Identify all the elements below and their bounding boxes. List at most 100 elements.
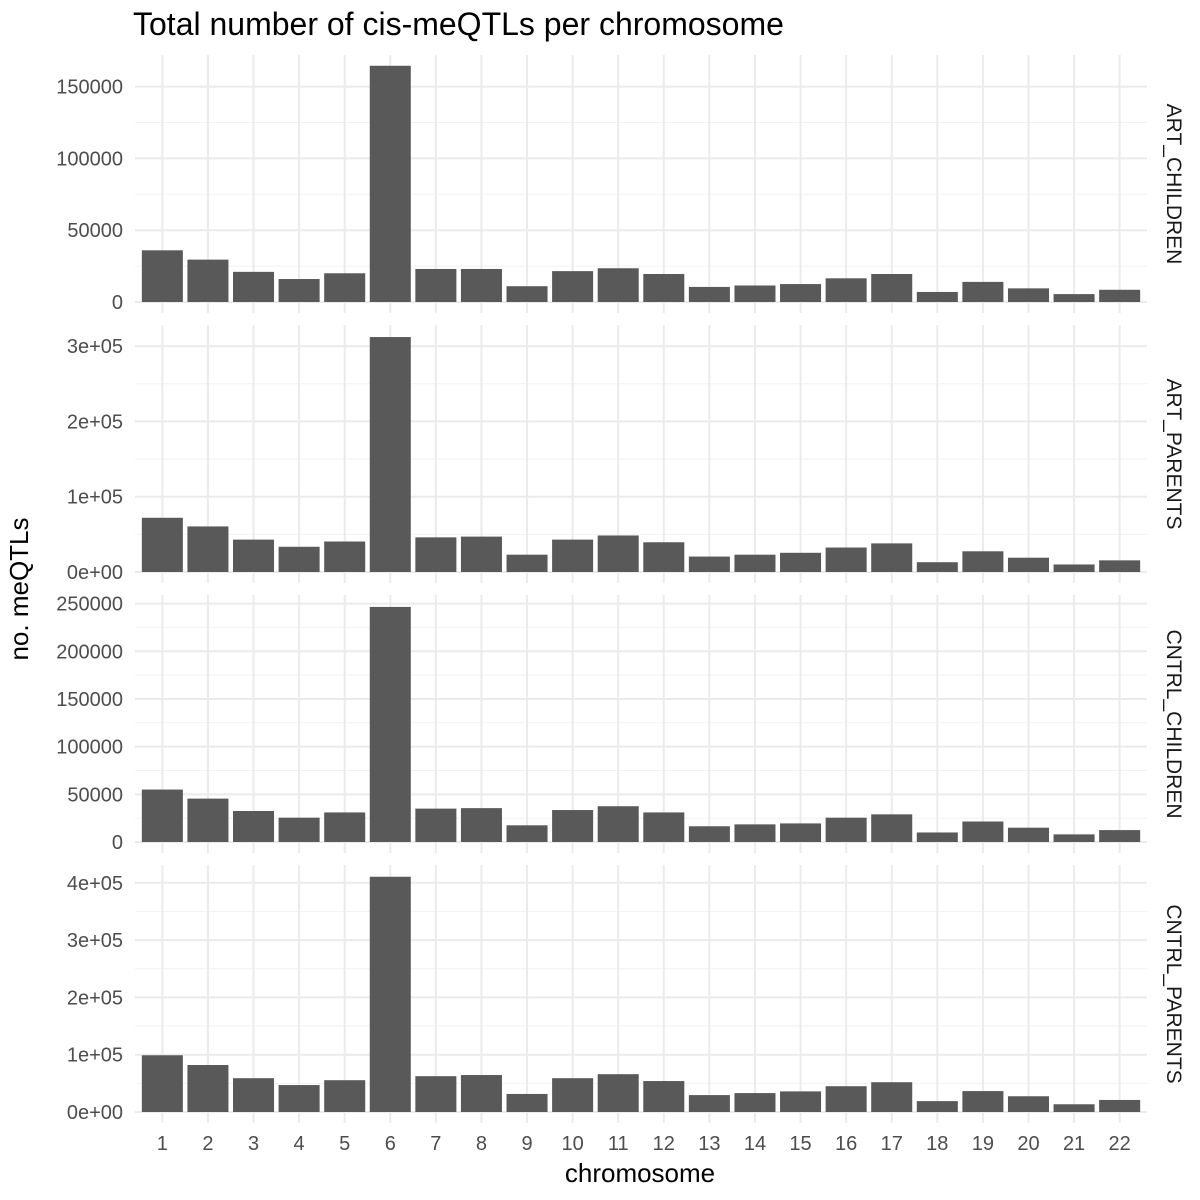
x-tick-label: 1 [157,1133,168,1155]
bar-chr-4 [278,546,320,572]
bar-chr-13 [688,826,730,842]
x-tick-label: 14 [744,1133,766,1155]
bar-chr-16 [825,278,867,302]
bar-chr-14 [734,1093,776,1112]
bar-chr-7 [415,537,457,572]
bar-chr-19 [962,1091,1004,1112]
bar-chr-15 [780,552,822,572]
bar-chr-15 [780,284,822,302]
x-tick-label: 2 [202,1133,213,1155]
bar-chr-5 [324,541,366,572]
bar-chr-20 [1007,288,1049,302]
x-tick-label: 16 [835,1133,857,1155]
bar-chr-7 [415,1076,457,1112]
y-tick-label: 150000 [56,689,123,711]
x-tick-label: 15 [789,1133,811,1155]
bar-chr-3 [233,271,275,302]
y-axis-title: no. meQTLs [4,517,34,660]
bar-chr-16 [825,1086,867,1112]
bar-chr-14 [734,285,776,302]
bar-chr-16 [825,817,867,842]
bar-chr-13 [688,556,730,572]
y-tick-label: 100000 [56,737,123,759]
bar-chr-21 [1053,1104,1095,1112]
bar-chr-20 [1007,1096,1049,1112]
bar-chr-12 [643,812,685,842]
bar-chr-21 [1053,294,1095,302]
bar-chr-5 [324,1080,366,1112]
bar-chr-3 [233,539,275,572]
bar-chr-3 [233,811,275,842]
bar-chr-18 [916,562,958,572]
bar-chr-7 [415,808,457,842]
bar-chr-12 [643,1081,685,1112]
bar-chr-17 [871,814,913,842]
bar-chr-13 [688,286,730,302]
y-tick-label: 0e+00 [67,562,123,584]
x-tick-label: 3 [248,1133,259,1155]
y-tick-label: 250000 [56,594,123,616]
bar-chr-6 [369,876,411,1112]
facet-panel-2: 0e+00 1e+05 2e+05 3e+05 ART_PARENTS [67,325,1185,584]
bar-chr-4 [278,817,320,842]
x-axis-ticks: 1 2 3 4 5 6 7 8 9 10 11 12 13 14 15 16 17 18 19 20 21 22 [157,1133,1131,1155]
bar-chr-10 [552,271,594,302]
bar-chr-9 [506,1093,548,1112]
bar-chr-19 [962,821,1004,842]
facet-panel-3: 0 50000 100000 150000 200000 250000 CNTRL_CHIL… [56,594,1185,854]
x-tick-label: 7 [430,1133,441,1155]
y-tick-label: 150000 [56,77,123,99]
bar-chr-1 [141,250,183,302]
bar-chr-11 [597,268,639,302]
bar-chr-6 [369,337,411,572]
bar-chr-9 [506,286,548,302]
bar-chr-18 [916,832,958,842]
bar-chr-11 [597,806,639,842]
bar-chr-14 [734,824,776,842]
bar-chr-18 [916,1101,958,1112]
x-tick-label: 8 [476,1133,487,1155]
facet-panel-4: 0e+00 1e+05 2e+05 3e+05 4e+05 CNTRL_PARENTS [67,865,1185,1124]
facet-panels: 0 50000 100000 150000 ART_CHILDREN 0e+00 1e+05… [56,55,1185,1124]
bar-chr-20 [1007,827,1049,842]
bar-chr-15 [780,1091,822,1112]
x-tick-label: 18 [926,1133,948,1155]
bar-chr-3 [233,1078,275,1112]
y-tick-label: 1e+05 [67,487,123,509]
chart-title: Total number of cis-meQTLs per chromosom… [133,6,784,42]
y-tick-label: 0 [112,832,123,854]
bar-chr-12 [643,273,685,302]
bar-chr-11 [597,1074,639,1112]
bar-chr-18 [916,291,958,302]
bar-chr-6 [369,65,411,302]
y-tick-label: 3e+05 [67,336,123,358]
bar-chr-12 [643,542,685,572]
y-tick-label: 2e+05 [67,411,123,433]
y-tick-label: 1e+05 [67,1045,123,1067]
x-tick-label: 19 [972,1133,994,1155]
bar-chr-22 [1099,560,1141,572]
x-axis-title: chromosome [565,1158,715,1188]
x-tick-label: 13 [698,1133,720,1155]
y-tick-label: 4e+05 [67,873,123,895]
x-tick-label: 6 [385,1133,396,1155]
y-tick-label: 50000 [67,220,123,242]
x-tick-label: 22 [1109,1133,1131,1155]
bar-chr-10 [552,810,594,842]
x-tick-label: 11 [608,1133,629,1155]
bar-chr-8 [460,536,502,572]
x-tick-label: 10 [561,1133,583,1155]
bar-chr-22 [1099,830,1141,842]
bar-chr-13 [688,1095,730,1112]
facet-strip-label: CNTRL_CHILDREN [1162,629,1185,818]
bar-chr-8 [460,1075,502,1112]
y-tick-label: 200000 [56,641,123,663]
bar-chr-6 [369,606,411,842]
bar-chr-21 [1053,564,1095,572]
bar-chr-15 [780,823,822,842]
bar-chr-1 [141,789,183,842]
y-tick-label: 0 [112,292,123,314]
bar-chr-19 [962,281,1004,302]
x-tick-label: 12 [653,1133,675,1155]
facet-panel-1: 0 50000 100000 150000 ART_CHILDREN [56,55,1185,314]
